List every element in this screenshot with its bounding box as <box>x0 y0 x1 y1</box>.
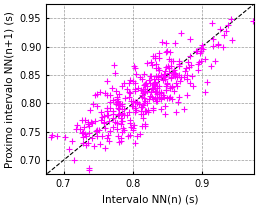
X-axis label: Intervalo NN(n) (s): Intervalo NN(n) (s) <box>102 195 198 205</box>
Y-axis label: Proximo intervalo NN(n+1) (s): Proximo intervalo NN(n+1) (s) <box>4 11 14 168</box>
